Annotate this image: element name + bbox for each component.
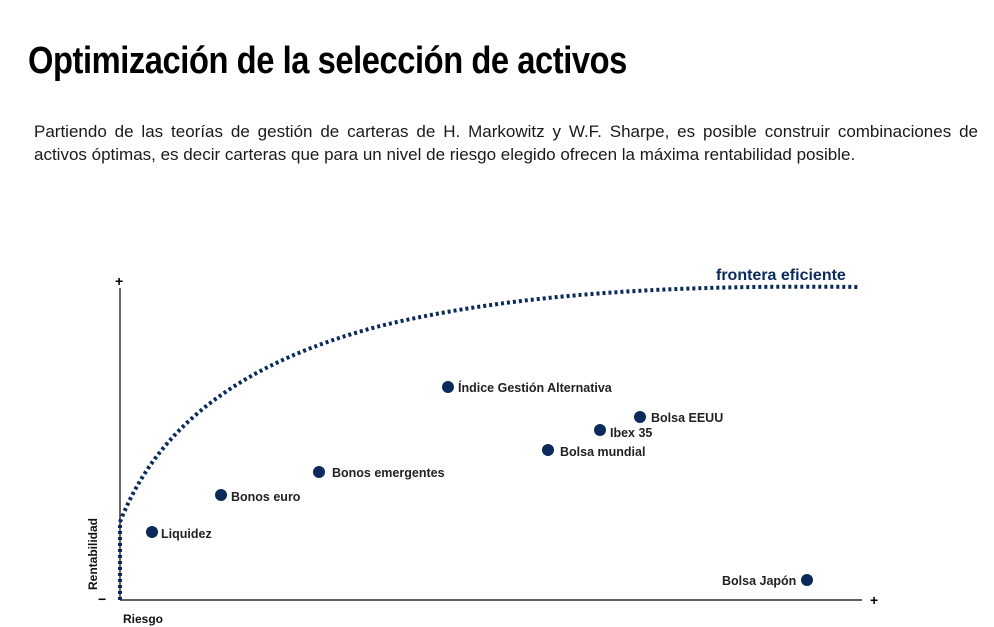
asset-label-bolsa-mundial: Bolsa mundial	[560, 445, 645, 459]
page-title: Optimización de la selección de activos	[28, 40, 627, 82]
asset-point-bolsa-japon	[801, 574, 813, 586]
asset-label-bolsa-eeuu: Bolsa EEUU	[651, 411, 723, 425]
asset-label-bonos-euro: Bonos euro	[231, 490, 301, 504]
asset-point-liquidez	[146, 526, 158, 538]
y-axis-top-sign: +	[115, 273, 123, 289]
asset-label-liquidez: Liquidez	[161, 527, 212, 541]
asset-label-bonos-emergentes: Bonos emergentes	[332, 466, 445, 480]
x-axis-end-sign: +	[870, 592, 878, 608]
asset-point-bolsa-mundial	[542, 444, 554, 456]
frontier-label: frontera eficiente	[716, 267, 846, 284]
asset-label-indice-gestion-alternativa: Índice Gestión Alternativa	[458, 380, 613, 395]
asset-point-ibex-35	[594, 424, 606, 436]
asset-point-bonos-emergentes	[313, 466, 325, 478]
asset-point-bolsa-eeuu	[634, 411, 646, 423]
asset-point-indice-gestion-alternativa	[442, 381, 454, 393]
y-axis-bottom-sign: −	[98, 591, 106, 607]
asset-point-bonos-euro	[215, 489, 227, 501]
y-axis-label: Rentabilidad	[86, 518, 100, 590]
asset-label-ibex-35: Ibex 35	[610, 426, 652, 440]
x-axis-label: Riesgo	[123, 612, 163, 626]
efficient-frontier-curve	[118, 284, 859, 600]
asset-label-bolsa-japon: Bolsa Japón	[722, 574, 796, 588]
intro-paragraph: Partiendo de las teorías de gestión de c…	[34, 122, 978, 164]
